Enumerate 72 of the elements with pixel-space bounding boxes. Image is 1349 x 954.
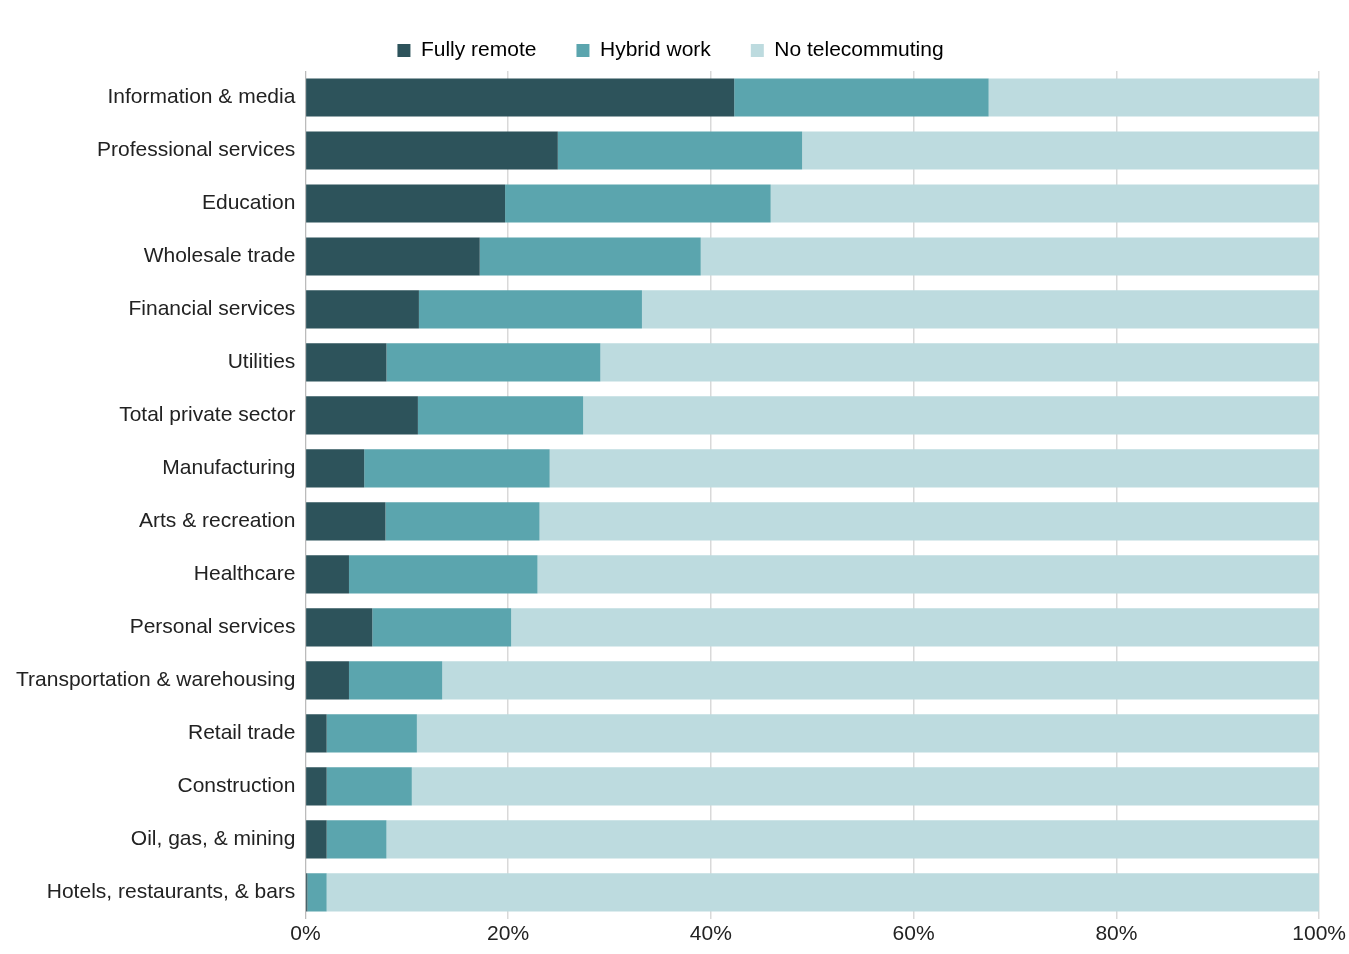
bar [306, 290, 419, 329]
bar [442, 661, 1320, 700]
x-tick-label: 80% [1095, 921, 1138, 945]
bar [372, 608, 512, 647]
y-tick-label: Total private sector [119, 402, 296, 426]
bar [326, 873, 1320, 912]
bar [418, 290, 642, 329]
bar [307, 873, 327, 912]
bar [386, 820, 1320, 859]
y-tick-label: Oil, gas, & mining [130, 826, 296, 850]
legend-label: Fully remote [420, 37, 537, 61]
y-tick-label: Education [201, 190, 296, 214]
x-tick-label: 20% [487, 921, 530, 945]
bar [364, 449, 550, 488]
bar [416, 714, 1320, 753]
bar [411, 767, 1320, 806]
bar [348, 661, 443, 700]
bar [557, 131, 803, 170]
bar [802, 131, 1320, 170]
y-tick-label: Utilities [227, 349, 296, 373]
bar [700, 237, 1320, 276]
bar [306, 131, 558, 170]
bar [511, 608, 1320, 647]
y-tick-label: Retail trade [187, 720, 296, 744]
bar [734, 78, 989, 117]
y-tick-label: Information & media [107, 84, 296, 108]
bar [306, 714, 327, 753]
bar [641, 290, 1320, 329]
bar [770, 184, 1320, 223]
bar [326, 767, 412, 806]
y-tick-label: Manufacturing [162, 455, 296, 479]
y-tick-label: Healthcare [193, 561, 296, 585]
x-tick-label: 100% [1292, 921, 1346, 945]
y-tick-label: Hotels, restaurants, & bars [46, 879, 296, 903]
x-tick-label: 0% [290, 921, 321, 945]
bar [306, 343, 387, 382]
bar [539, 502, 1320, 541]
y-tick-label: Construction [177, 773, 296, 797]
bar [306, 237, 480, 276]
bar [306, 661, 349, 700]
bar [479, 237, 701, 276]
bar [583, 396, 1320, 435]
bar [306, 820, 327, 859]
bar [306, 555, 349, 594]
y-tick-label: Arts & recreation [138, 508, 296, 532]
bar [537, 555, 1320, 594]
bar [386, 343, 601, 382]
bar [505, 184, 771, 223]
bar [326, 820, 387, 859]
y-tick-label: Personal services [129, 614, 296, 638]
x-tick-label: 40% [689, 921, 732, 945]
x-tick-label: 60% [892, 921, 935, 945]
bar [306, 78, 735, 117]
y-tick-label: Financial services [128, 296, 296, 320]
bar [306, 608, 373, 647]
bar [326, 714, 417, 753]
bar [306, 502, 386, 541]
legend-label: No telecommuting [774, 37, 944, 61]
bar [600, 343, 1320, 382]
y-tick-label: Transportation & warehousing [15, 667, 296, 691]
bar [549, 449, 1320, 488]
bar [348, 555, 538, 594]
legend-label: Hybrid work [599, 37, 712, 61]
bar [417, 396, 584, 435]
bar [988, 78, 1320, 117]
bar [306, 767, 327, 806]
y-tick-label: Professional services [96, 137, 296, 161]
y-tick-label: Wholesale trade [143, 243, 296, 267]
bar [306, 396, 418, 435]
bar [306, 184, 506, 223]
bar [306, 449, 365, 488]
bar [385, 502, 540, 541]
